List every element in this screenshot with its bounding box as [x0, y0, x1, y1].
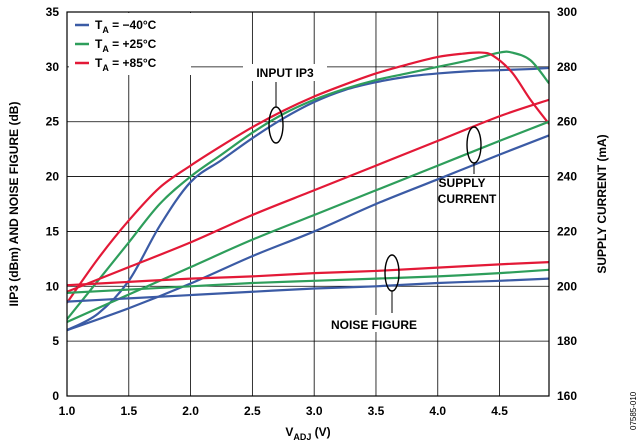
legend-label-40-C: TA = −40°C — [95, 18, 157, 35]
x-tick-label: 2.5 — [244, 404, 261, 418]
noise-figure-line-minus40c — [67, 277, 549, 303]
noise-figure-line-plus25c — [67, 268, 549, 294]
x-tick-labels: 1.0 1.5 2.0 2.5 3.0 3.5 4.0 4.5 — [59, 404, 509, 418]
y-left-tick-label: 20 — [46, 170, 60, 184]
y-left-tick-label: 10 — [46, 279, 60, 293]
supply-current-marker-ellipse — [466, 126, 482, 164]
noise-figure-label: NOISE FIGURE — [331, 318, 417, 332]
x-tick-label: 4.5 — [491, 404, 508, 418]
y-right-tick-label: 240 — [557, 170, 577, 184]
input-ip3-label: INPUT IP3 — [256, 66, 314, 80]
x-tick-label: 2.0 — [182, 404, 199, 418]
x-tick-label: 1.0 — [59, 404, 76, 418]
y-right-tick-label: 180 — [557, 334, 577, 348]
y-left-tick-labels: 0 5 10 15 20 25 30 35 — [46, 5, 60, 403]
supply-current-line-minus40c — [67, 134, 549, 332]
y-right-tick-label: 280 — [557, 60, 577, 74]
input-ip3-line-minus40c — [67, 66, 549, 332]
y-right-axis-title: SUPPLY CURRENT (mA) — [595, 134, 609, 273]
supply-current-line-plus25c — [67, 120, 549, 323]
x-tick-label: 4.0 — [429, 404, 446, 418]
figure-id: 07585-010 — [629, 391, 638, 430]
supply-current-label-line2: CURRENT — [438, 192, 497, 206]
series-group — [67, 50, 549, 332]
x-tick-label: 1.5 — [120, 404, 137, 418]
supply-current-label-line1: SUPPLY — [439, 176, 486, 190]
legend-label-85-C: TA = +85°C — [95, 56, 157, 73]
y-left-tick-label: 0 — [52, 389, 59, 403]
y-right-tick-label: 300 — [557, 5, 577, 19]
legend-label-25-C: TA = +25°C — [95, 37, 157, 54]
input-ip3-label-bg — [243, 64, 327, 81]
y-right-tick-label: 220 — [557, 224, 577, 238]
noise-figure-label-bg — [315, 315, 435, 332]
x-tick-label: 3.5 — [368, 404, 385, 418]
input-ip3-line-plus85c — [67, 51, 549, 304]
y-left-tick-label: 5 — [52, 334, 59, 348]
x-tick-label: 3.0 — [306, 404, 323, 418]
y-right-tick-label: 160 — [557, 389, 577, 403]
y-left-tick-label: 30 — [46, 60, 60, 74]
y-left-tick-label: 35 — [46, 5, 60, 19]
y-left-tick-label: 25 — [46, 115, 60, 129]
y-right-tick-label: 260 — [557, 115, 577, 129]
annotations: INPUT IP3 SUPPLY CURRENT NOISE FIGURE — [243, 64, 497, 332]
y-left-axis-title: IIP3 (dBm) AND NOISE FIGURE (dB) — [7, 102, 21, 307]
noise-figure-line-plus85c — [67, 261, 549, 287]
x-axis-title: VADJ (V) — [285, 425, 330, 442]
y-left-tick-label: 15 — [46, 224, 60, 238]
input-ip3-line-plus25c — [67, 50, 549, 320]
y-right-tick-labels: 160 180 200 220 240 260 280 300 — [557, 5, 577, 403]
legend-box — [69, 13, 191, 75]
plot-frame — [66, 11, 550, 397]
y-right-tick-label: 200 — [557, 279, 577, 293]
legend: TA = −40°C TA = +25°C TA = +85°C — [69, 13, 191, 75]
supply-current-line-plus85c — [67, 98, 549, 293]
series-lines — [67, 50, 549, 332]
